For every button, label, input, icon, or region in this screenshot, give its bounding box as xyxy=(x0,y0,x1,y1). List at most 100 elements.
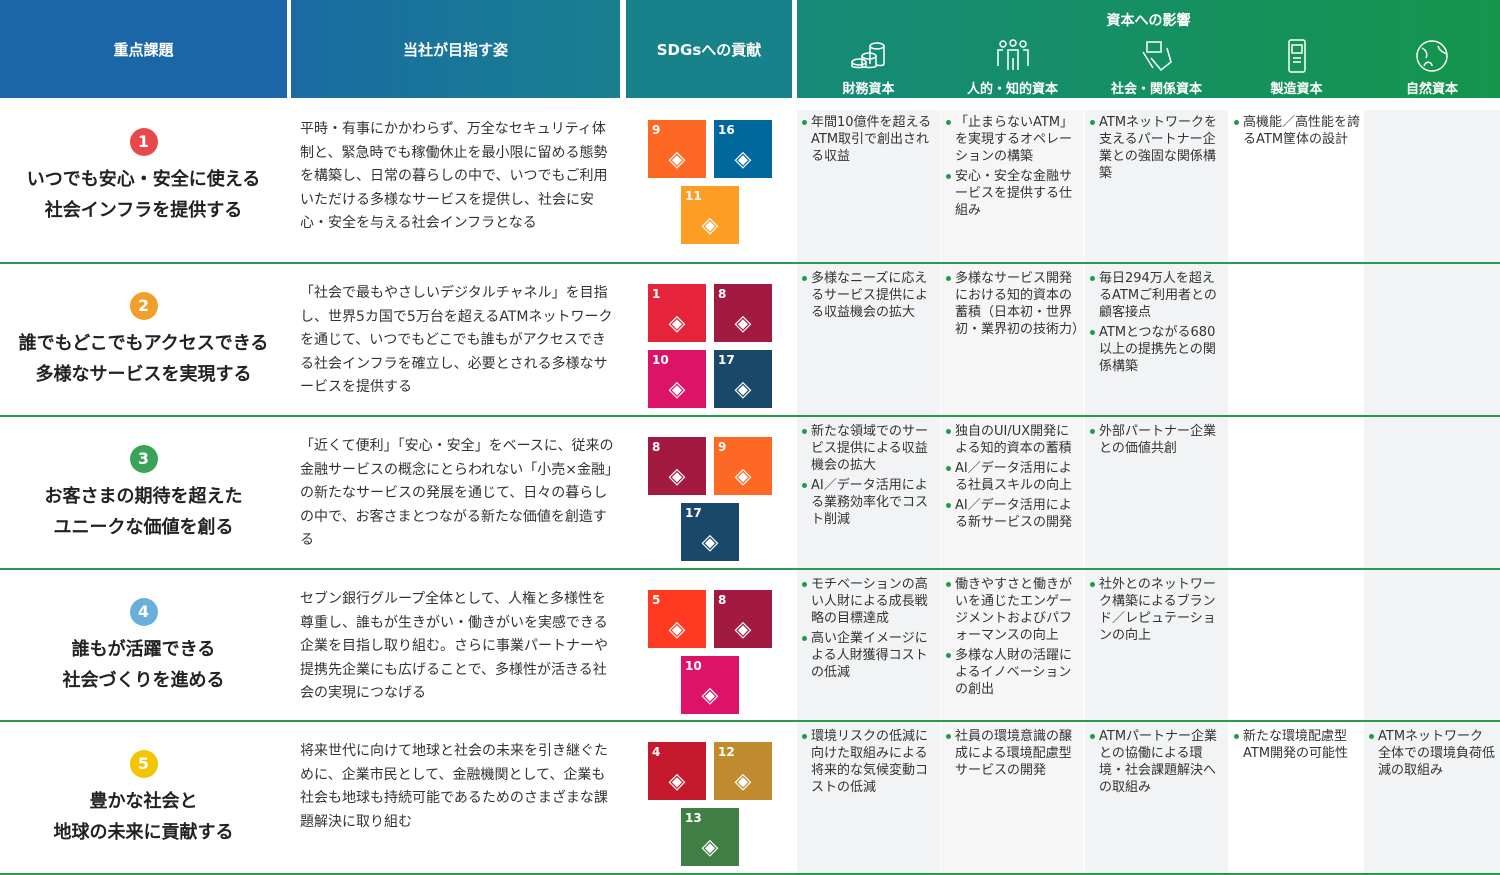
sdg-goal-12-icon: 12 ◈ xyxy=(714,742,772,800)
impact-item: モチベーションの高い人財による成長戦略の目標達成 xyxy=(802,576,936,627)
table-row: 5 豊かな社会と地球の未来に貢献する 将来世代に向けて地球と社会の未来を引き継ぐため… xyxy=(0,722,1500,875)
header-sdgs-label: SDGsへの貢献 xyxy=(656,40,762,59)
impact-cell xyxy=(1234,423,1360,568)
impact-cell: 新たな領域でのサービス提供による収益機会の拡大 AI／データ活用による業務効率化で… xyxy=(802,423,936,568)
impact-item: 環境リスクの低減に向けた取組みによる将来的な気候変動コストの低減 xyxy=(802,728,936,796)
coins-icon xyxy=(850,42,885,69)
impact-cell: 外部パートナー企業との価値共創 xyxy=(1090,423,1224,568)
sdg-number: 9 xyxy=(652,123,661,137)
sdg-goal-4-icon: 4 ◈ xyxy=(648,742,706,800)
globe-leaf-icon xyxy=(1416,40,1448,72)
table-row: 3 お客さまの期待を超えた ユニークな価値を創る 「近くて便利」「安心・安全」をベース… xyxy=(0,417,1500,570)
capital-label: 自然資本 xyxy=(1405,82,1458,97)
sdg-number: 1 xyxy=(652,287,661,301)
sdg-number: 8 xyxy=(718,593,727,607)
impact-cell: 年間10億件を超えるATM取引で創出される収益 xyxy=(802,114,936,262)
theme-number: 5 xyxy=(129,750,158,778)
sdg-icons: 9 ◈ 16 ◈ 11 ◈ xyxy=(646,120,774,244)
table-row: 1 いつでも安心・安全に使える 社会インフラを提供する 平時・有事にかかわらず、万全な… xyxy=(0,100,1500,264)
theme-title: ユニークな価値を創る xyxy=(53,517,234,538)
sdg-goal-1-icon: 1 ◈ xyxy=(648,284,706,342)
goal-text: 将来世代に向けて地球と社会の未来を引き継ぐために、企業市民として、金融機関として… xyxy=(300,743,608,830)
capital-label: 財務資本 xyxy=(842,82,895,97)
sdg-number: 10 xyxy=(652,353,669,367)
header-theme-label: 重点課題 xyxy=(113,40,174,59)
sdg-number: 16 xyxy=(718,123,735,137)
sdg-number: 17 xyxy=(718,353,735,367)
sdg-goal-10-icon: 10 ◈ xyxy=(648,350,706,408)
theme-number: 4 xyxy=(129,598,158,626)
impact-cell: 環境リスクの低減に向けた取組みによる将来的な気候変動コストの低減 xyxy=(802,728,936,873)
impact-item: ATMネットワーク全体での環境負荷低減の取組み xyxy=(1369,728,1496,779)
impact-cell xyxy=(1234,576,1360,720)
impact-item: 年間10億件を超えるATM取引で創出される収益 xyxy=(802,114,936,165)
impact-cell: 多様なニーズに応えるサービス提供による収益機会の拡大 xyxy=(802,270,936,415)
impact-item: 「止まらないATM」を実現するオペレーションの構築 xyxy=(946,114,1080,165)
impact-item: 高い企業イメージによる人財獲得コストの低減 xyxy=(802,630,936,681)
table-row: 4 誰もが活躍できる 社会づくりを進める セブン銀行グループ全体として、人権と多様性を… xyxy=(0,570,1500,722)
theme-title: 地球の未来に貢献する xyxy=(53,822,234,843)
impact-item: ATMとつながる680以上の提携先との関係構築 xyxy=(1090,324,1224,375)
impact-item: 社外とのネットワーク構築によるブランド／レピュテーションの向上 xyxy=(1090,576,1224,644)
impact-cell: ATMパートナー企業との協働による環境・社会課題解決への取組み xyxy=(1090,728,1224,873)
impact-cell xyxy=(1369,423,1496,568)
impact-item: 新たな環境配慮型ATM開発の可能性 xyxy=(1234,728,1360,762)
sdg-number: 12 xyxy=(718,745,735,759)
header-impact: 資本への影響 財務資本 人的・知的資本 社会・関係資本 製造資本 自然資本 xyxy=(797,0,1500,98)
impact-cell xyxy=(1369,576,1496,720)
sdg-goal-8-icon: 8 ◈ xyxy=(714,590,772,648)
impact-item: AI／データ活用による業務効率化でコスト削減 xyxy=(802,477,936,528)
impact-item: 独自のUI/UX開発による知的資本の蓄積 xyxy=(946,423,1080,457)
capital-2: 人的・知的資本 xyxy=(941,38,1084,97)
impact-item: 安心・安全な金融サービスを提供する仕組み xyxy=(946,168,1080,219)
goal-text: 「社会で最もやさしいデジタルチャネル」を目指し、世界5カ国で5万台を超えるATM… xyxy=(300,285,613,395)
impact-cell: 社員の環境意識の醸成による環境配慮型サービスの開発 xyxy=(946,728,1080,873)
impact-cell: 高機能／高性能を誇るATM筐体の設計 xyxy=(1234,114,1360,262)
impact-cell: モチベーションの高い人財による成長戦略の目標達成 高い企業イメージによる人財獲得コ… xyxy=(802,576,936,720)
sdg-number: 17 xyxy=(685,506,702,520)
goal-text: セブン銀行グループ全体として、人権と多様性を尊重し、誰もが生きがい・働きがいを実… xyxy=(300,591,608,701)
theme-number: 1 xyxy=(129,128,158,156)
sdg-goal-10-icon: 10 ◈ xyxy=(681,656,739,714)
sdg-goal-13-icon: 13 ◈ xyxy=(681,808,739,866)
impact-item: 多様なニーズに応えるサービス提供による収益機会の拡大 xyxy=(802,270,936,321)
theme-title: 豊かな社会と xyxy=(89,791,198,812)
impact-item: 働きやすさと働きがいを通じたエンゲージメントおよびパフォーマンスの向上 xyxy=(946,576,1080,644)
impact-cell: 新たな環境配慮型ATM開発の可能性 xyxy=(1234,728,1360,873)
sdg-goal-17-icon: 17 ◈ xyxy=(714,350,772,408)
sdg-goal-8-icon: 8 ◈ xyxy=(714,284,772,342)
theme-title: 誰もが活躍できる xyxy=(71,639,216,660)
sdg-number: 10 xyxy=(685,659,702,673)
impact-item: 多様な人財の活躍によるイノベーションの創出 xyxy=(946,647,1080,698)
sdg-icons: 8 ◈ 9 ◈ 17 ◈ xyxy=(646,437,774,561)
sdg-goal-9-icon: 9 ◈ xyxy=(648,120,706,178)
theme-cell: 1 いつでも安心・安全に使える 社会インフラを提供する xyxy=(0,100,287,262)
theme-number: 3 xyxy=(129,445,158,473)
impact-cell: 社外とのネットワーク構築によるブランド／レピュテーションの向上 xyxy=(1090,576,1224,720)
impact-cell: 多様なサービス開発における知的資本の蓄積（日本初・世界初・業界初の技術力） xyxy=(946,270,1085,415)
impact-item: 社員の環境意識の醸成による環境配慮型サービスの開発 xyxy=(946,728,1080,779)
handshake-icon xyxy=(1141,41,1172,72)
impact-item: ATMパートナー企業との協働による環境・社会課題解決への取組み xyxy=(1090,728,1224,796)
sdg-icons: 4 ◈ 12 ◈ 13 ◈ xyxy=(646,742,774,866)
theme-number: 2 xyxy=(129,292,158,320)
theme-title: 社会インフラを提供する xyxy=(44,200,243,221)
sdg-icons: 1 ◈ 8 ◈ 10 ◈ 17 ◈ xyxy=(646,284,774,408)
impact-cell: 独自のUI/UX開発による知的資本の蓄積 AI／データ活用による社員スキルの向上 A… xyxy=(946,423,1080,568)
sdg-goal-17-icon: 17 ◈ xyxy=(681,503,739,561)
theme-cell: 2 誰でもどこでもアクセスできる 多様なサービスを実現する xyxy=(0,264,287,415)
goal-text: 「近くて便利」「安心・安全」をベースに、従来の金融サービスの概念にとらわれない「… xyxy=(300,438,614,548)
header-sdgs: SDGsへの貢献 xyxy=(626,0,792,98)
impact-item: 多様なサービス開発における知的資本の蓄積（日本初・世界初・業界初の技術力） xyxy=(946,270,1085,338)
impact-item: AI／データ活用による新サービスの開発 xyxy=(946,497,1080,531)
capital-label: 製造資本 xyxy=(1270,82,1323,97)
sdg-number: 8 xyxy=(718,287,727,301)
header-impact-label: 資本への影響 xyxy=(1106,13,1191,29)
capital-3: 社会・関係資本 xyxy=(1085,38,1228,97)
sdg-goal-11-icon: 11 ◈ xyxy=(681,186,739,244)
impact-item: AI／データ活用による社員スキルの向上 xyxy=(946,460,1080,494)
theme-title: 多様なサービスを実現する xyxy=(35,364,252,385)
capital-1: 財務資本 xyxy=(797,38,940,97)
atm-icon xyxy=(1287,39,1306,73)
theme-title: 社会づくりを進める xyxy=(62,670,225,691)
